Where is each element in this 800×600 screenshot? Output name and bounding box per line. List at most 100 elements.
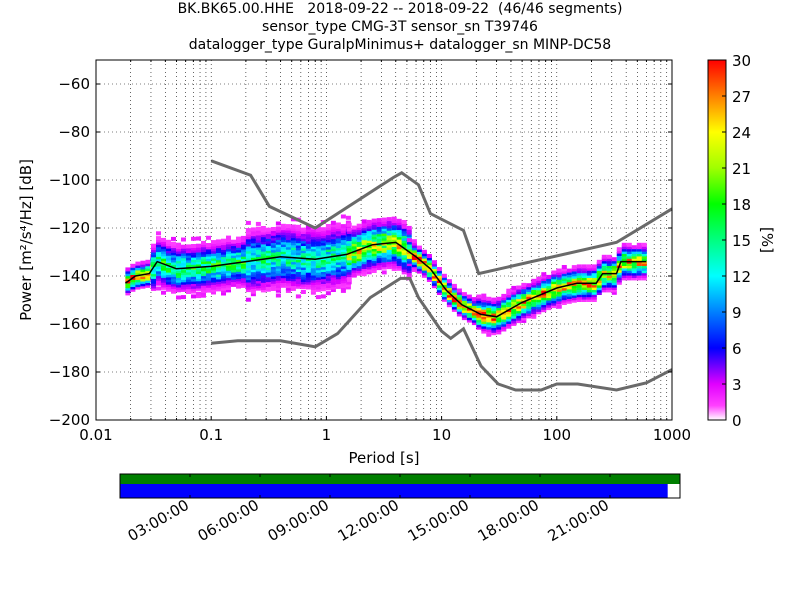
pdf-cell <box>340 231 346 236</box>
pdf-cell <box>556 268 562 273</box>
pdf-cell <box>381 256 387 260</box>
pdf-cell <box>171 284 176 289</box>
pdf-cell <box>626 274 632 278</box>
pdf-cell <box>506 303 512 308</box>
colorbar-tick-label: 9 <box>732 304 742 322</box>
pdf-cell <box>186 261 191 266</box>
pdf-cell <box>201 250 206 255</box>
pdf-cell <box>506 288 512 293</box>
pdf-cell <box>295 294 301 299</box>
pdf-cell <box>471 297 477 302</box>
pdf-cell <box>275 286 281 291</box>
pdf-cell <box>206 276 211 281</box>
pdf-cell <box>325 269 331 274</box>
pdf-cell <box>295 263 301 268</box>
pdf-cell <box>361 236 367 241</box>
pdf-cell <box>431 265 437 269</box>
pdf-cell <box>596 264 602 269</box>
timeline-available-bar <box>120 474 680 484</box>
pdf-cell <box>275 267 281 272</box>
pdf-cell <box>241 235 246 240</box>
pdf-cell <box>381 260 387 265</box>
pdf-cell <box>641 252 647 257</box>
pdf-cell <box>335 265 341 270</box>
timeline-tick-label: 06:00:00 <box>195 496 262 545</box>
pdf-cell <box>231 249 236 254</box>
pdf-cell <box>346 239 352 244</box>
pdf-cell <box>290 238 296 243</box>
pdf-cell <box>501 322 507 327</box>
pdf-cell <box>491 300 497 304</box>
pdf-cell <box>416 262 422 267</box>
pdf-cell <box>606 288 612 293</box>
pdf-cell <box>310 288 316 293</box>
pdf-cell <box>290 224 296 229</box>
pdf-cell <box>330 288 336 292</box>
pdf-cell <box>305 232 311 237</box>
pdf-cell <box>315 283 321 288</box>
pdf-cell <box>191 294 196 299</box>
pdf-cell <box>211 285 216 290</box>
pdf-cell <box>406 238 412 243</box>
pdf-cell <box>611 278 617 283</box>
pdf-cell <box>386 257 392 262</box>
pdf-cell <box>295 284 301 289</box>
pdf-cell <box>406 264 412 269</box>
pdf-cell <box>201 281 206 286</box>
pdf-cell <box>586 276 592 281</box>
pdf-cell <box>546 296 552 301</box>
pdf-cell <box>541 272 547 277</box>
pdf-cell <box>335 232 341 237</box>
pdf-cell <box>176 254 181 259</box>
pdf-cell <box>351 266 357 271</box>
pdf-cell <box>371 235 377 240</box>
pdf-cell <box>456 288 462 293</box>
pdf-cell <box>315 275 321 280</box>
pdf-cell <box>371 223 377 228</box>
pdf-cell <box>310 252 316 257</box>
pdf-cell <box>496 328 502 332</box>
pdf-cell <box>361 260 367 265</box>
pdf-cell <box>376 230 382 235</box>
pdf-cell <box>351 273 357 278</box>
pdf-cell <box>396 254 402 259</box>
pdf-cell <box>431 262 437 267</box>
pdf-cell <box>320 258 326 263</box>
pdf-cell <box>621 254 627 259</box>
pdf-cell <box>241 262 246 267</box>
pdf-cell <box>295 265 301 270</box>
pdf-cell <box>591 274 597 278</box>
pdf-cell <box>486 328 492 332</box>
pdf-cell <box>371 249 377 254</box>
pdf-cell <box>295 275 301 280</box>
pdf-cell <box>531 290 537 295</box>
pdf-cell <box>330 230 336 235</box>
pdf-cell <box>636 242 642 247</box>
pdf-cell <box>125 269 131 274</box>
pdf-cell <box>576 283 582 288</box>
pdf-cell <box>191 256 196 260</box>
x-tick-label: 10 <box>432 426 451 444</box>
pdf-cell <box>386 253 392 258</box>
pdf-cell <box>325 228 331 233</box>
pdf-cell <box>335 227 341 232</box>
pdf-cell <box>511 319 517 324</box>
pdf-cell <box>290 258 296 263</box>
pdf-cell <box>416 252 422 257</box>
pdf-cell <box>161 285 166 290</box>
pdf-cell <box>226 238 231 242</box>
pdf-cell <box>381 251 387 256</box>
pdf-cell <box>526 300 532 304</box>
pdf-cell <box>461 306 467 311</box>
pdf-cell <box>546 306 552 311</box>
pdf-cell <box>516 304 522 309</box>
pdf-cell <box>441 295 447 300</box>
pdf-cell <box>295 270 301 275</box>
pdf-cell <box>196 255 201 260</box>
pdf-cell <box>561 298 567 303</box>
pdf-cell <box>556 271 562 275</box>
pdf-cell <box>196 286 201 291</box>
pdf-cell <box>166 261 171 266</box>
pdf-cell <box>536 286 542 291</box>
pdf-cell <box>446 296 452 300</box>
